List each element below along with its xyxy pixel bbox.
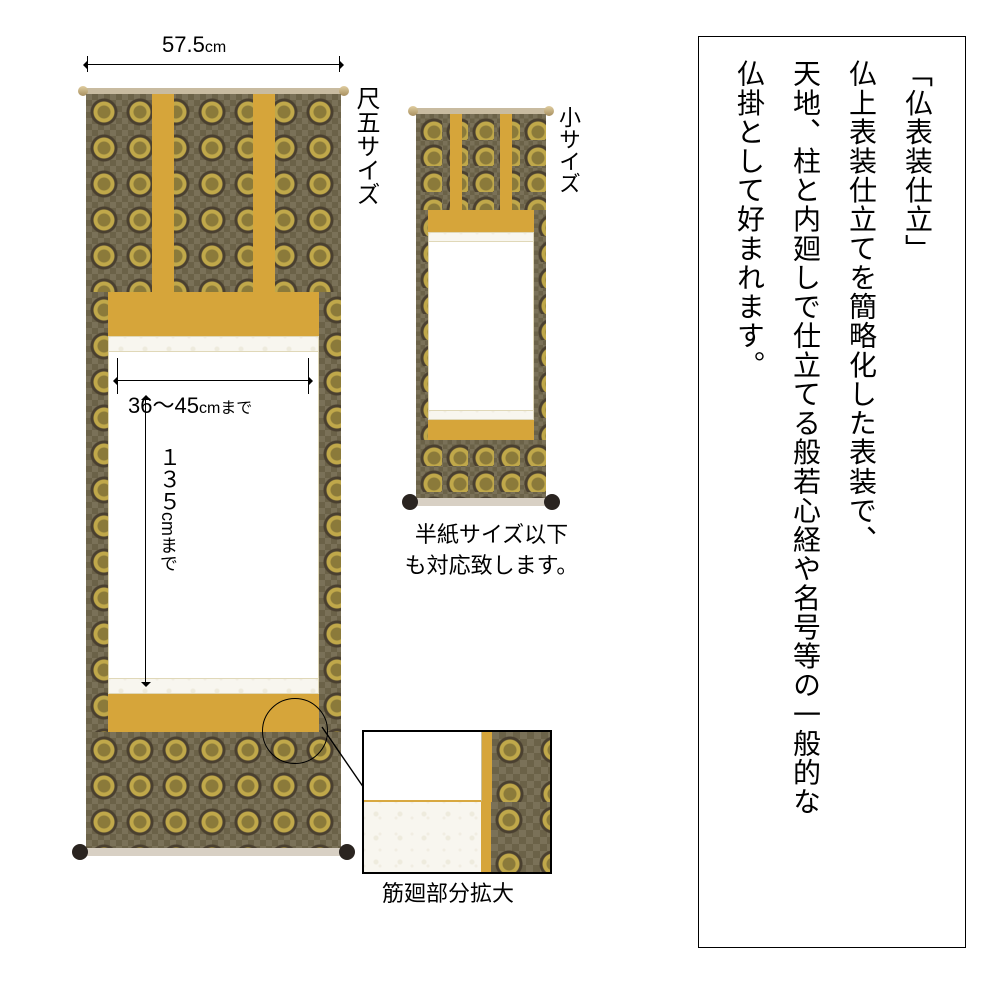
dim-inner-height-label: １３５cmまで: [152, 446, 184, 572]
dim-tick-r: [339, 56, 340, 72]
gold-strip-a: [152, 94, 174, 292]
s-gold-strip-a: [450, 114, 462, 210]
gold-top-border: [108, 292, 319, 336]
dim-inner-width: [118, 380, 308, 381]
dim-inner-h-val: １３５: [156, 446, 181, 512]
dim-inner-tick-l: [117, 358, 118, 394]
callout-circle: [262, 698, 328, 764]
z-paper: [364, 802, 481, 872]
paper-trim-top: [108, 336, 319, 352]
dim-top-width: [88, 64, 339, 65]
s-gold-strip-b: [500, 114, 512, 210]
small-size-label: 小サイズ: [552, 106, 584, 194]
dim-inner-tick-r: [308, 358, 309, 394]
dim-top-val: 57.5: [162, 32, 205, 57]
small-note: 半紙サイズ以下 も対応致します。: [394, 520, 589, 582]
dim-top-label: 57.5cm: [162, 32, 226, 58]
dim-inner-w-val: 36〜45: [128, 393, 199, 418]
brocade-right: [319, 292, 341, 732]
desc-line-3: 仏掛として好まれます。: [734, 59, 765, 379]
s-brocade-top: [416, 114, 546, 210]
dim-tick-l: [87, 56, 88, 72]
description-box: 「仏表装仕立」 仏上表装仕立てを簡略化した表装で、 天地、柱と内廻しで仕立てる般…: [698, 36, 966, 948]
large-size-label: 尺五サイズ: [348, 86, 383, 206]
z-brocade: [492, 732, 550, 802]
small-scroll: [416, 108, 546, 506]
s-brocade-r: [534, 210, 546, 440]
z-brocade2: [491, 802, 550, 872]
paper-trim-bottom: [108, 678, 319, 694]
s-mounted: [416, 210, 546, 440]
brocade-left: [86, 292, 108, 732]
desc-line-1: 仏上表装仕立てを簡略化した表装で、: [846, 59, 877, 554]
s-gold-top: [428, 210, 534, 232]
z-gold-strip2: [481, 802, 491, 872]
zoom-caption: 筋廻部分拡大: [382, 876, 514, 908]
s-brocade-bottom: [416, 440, 546, 498]
description-text: 「仏表装仕立」 仏上表装仕立てを簡略化した表装で、 天地、柱と内廻しで仕立てる般…: [721, 59, 945, 925]
s-brocade-l: [416, 210, 428, 440]
dim-inner-height: [145, 400, 146, 682]
dim-inner-h-unit: cmまで: [158, 512, 178, 572]
s-center: [428, 242, 534, 410]
s-paper-bottom: [428, 410, 534, 420]
mounted-area: [86, 292, 341, 732]
s-gold-bottom: [428, 420, 534, 440]
gold-strip-b: [253, 94, 275, 292]
zoom-box: [362, 730, 552, 874]
s-paper-top: [428, 232, 534, 242]
dim-top-unit: cm: [205, 39, 226, 56]
desc-line-2: 天地、柱と内廻しで仕立てる般若心経や名号等の一般的な: [790, 59, 821, 816]
bottom-rod: [86, 848, 341, 856]
s-bottom-rod: [416, 498, 546, 506]
z-gold-strip: [482, 732, 492, 802]
desc-line-0: 「仏表装仕立」: [902, 59, 933, 263]
brocade-top: [86, 94, 341, 292]
dim-inner-w-unit: cmまで: [199, 400, 252, 417]
